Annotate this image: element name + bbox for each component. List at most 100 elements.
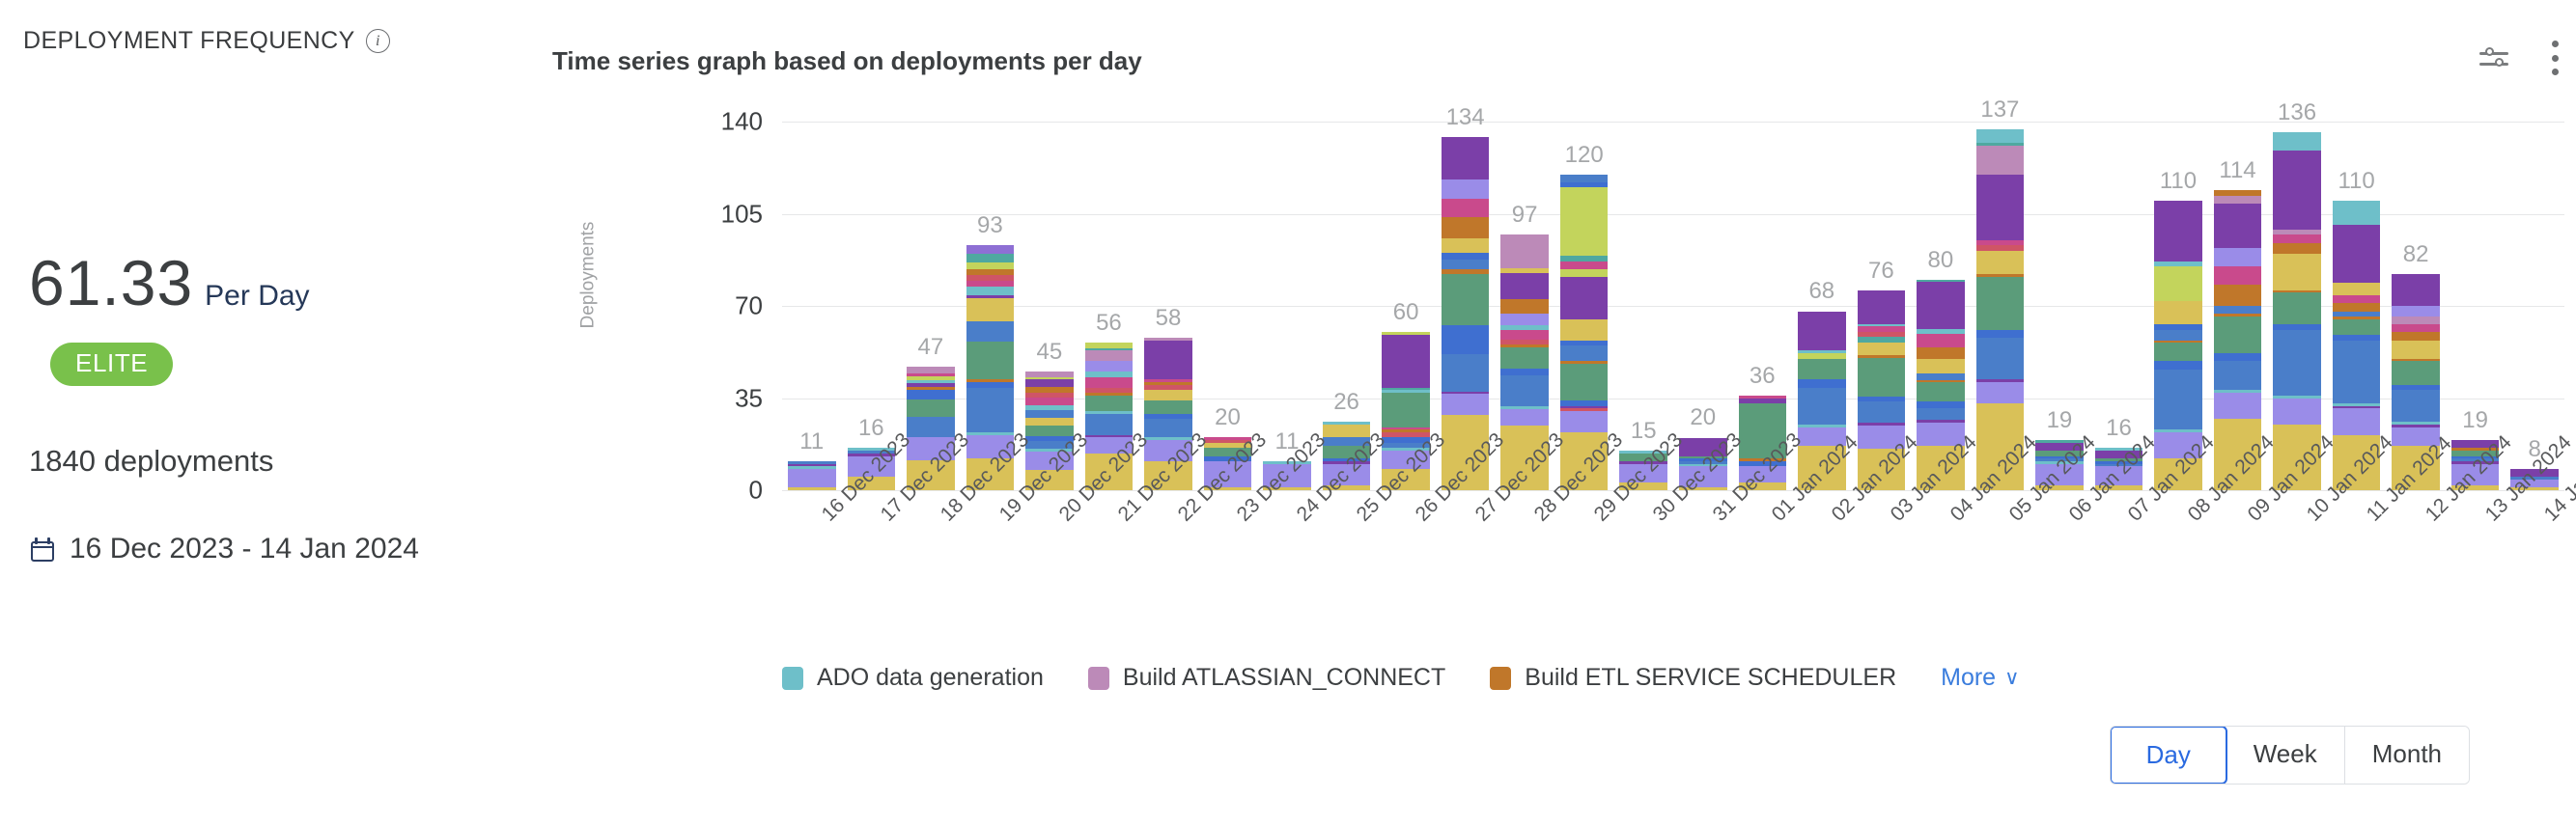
stacked-bar[interactable] xyxy=(1203,437,1252,490)
bar-segment[interactable] xyxy=(1917,333,1965,348)
bar-segment[interactable] xyxy=(847,477,896,490)
bar-segment[interactable] xyxy=(2450,448,2500,452)
bar-segment[interactable] xyxy=(788,469,836,488)
bar-segment[interactable] xyxy=(966,434,1015,458)
bar-segment[interactable] xyxy=(1025,436,1074,442)
bar-segment[interactable] xyxy=(1738,458,1787,462)
bar-segment[interactable] xyxy=(2510,469,2559,478)
bar-segment[interactable] xyxy=(1441,260,1490,269)
bar-segment[interactable] xyxy=(1917,422,1965,446)
bar-segment[interactable] xyxy=(1500,330,1549,341)
bar-segment[interactable] xyxy=(1203,437,1252,441)
bar-segment[interactable] xyxy=(1382,390,1430,394)
bar-segment[interactable] xyxy=(2450,455,2500,459)
bar-slot[interactable]: 8 xyxy=(2505,100,2564,490)
bar-slot[interactable]: 137 xyxy=(1971,96,2030,490)
stacked-bar[interactable] xyxy=(2450,440,2500,490)
bar-segment[interactable] xyxy=(1500,408,1549,427)
stacked-bar[interactable] xyxy=(2154,200,2202,490)
bar-segment[interactable] xyxy=(1678,458,1727,462)
bar-segment[interactable] xyxy=(1144,384,1192,391)
bar-segment[interactable] xyxy=(2035,484,2084,490)
bar-segment[interactable] xyxy=(1917,400,1965,409)
bar-segment[interactable] xyxy=(1144,437,1192,441)
bar-segment[interactable] xyxy=(1559,364,1609,401)
bar-segment[interactable] xyxy=(1857,357,1906,398)
bar-segment[interactable] xyxy=(907,436,955,460)
bar-segment[interactable] xyxy=(1025,376,1074,380)
bar-segment[interactable] xyxy=(1500,368,1549,376)
bar-segment[interactable] xyxy=(1500,406,1549,409)
bar-segment[interactable] xyxy=(1975,277,2025,330)
bar-segment[interactable] xyxy=(1441,394,1490,415)
bar-segment[interactable] xyxy=(1441,137,1490,180)
bar-segment[interactable] xyxy=(2035,458,2084,462)
bar-segment[interactable] xyxy=(2392,306,2440,317)
bar-segment[interactable] xyxy=(1441,353,1490,392)
bar-segment[interactable] xyxy=(2035,451,2084,456)
bar-segment[interactable] xyxy=(966,379,1015,383)
stacked-bar[interactable] xyxy=(1975,129,2025,490)
stacked-bar[interactable] xyxy=(1382,332,1430,490)
bar-segment[interactable] xyxy=(2392,422,2440,425)
bar-segment[interactable] xyxy=(1500,426,1549,490)
bar-segment[interactable] xyxy=(1678,466,1727,488)
bar-segment[interactable] xyxy=(1975,250,2025,275)
stacked-bar[interactable] xyxy=(1619,451,1667,490)
bar-segment[interactable] xyxy=(1857,289,1906,324)
bar-segment[interactable] xyxy=(1975,382,2025,403)
bar-segment[interactable] xyxy=(2273,132,2321,151)
bar-segment[interactable] xyxy=(2332,434,2381,490)
bar-segment[interactable] xyxy=(2392,361,2440,385)
bar-segment[interactable] xyxy=(1559,431,1609,490)
bar-segment[interactable] xyxy=(1738,482,1787,490)
bar-slot[interactable]: 82 xyxy=(2386,100,2446,490)
bar-segment[interactable] xyxy=(2450,458,2500,462)
bar-segment[interactable] xyxy=(2273,395,2321,399)
bar-segment[interactable] xyxy=(2332,282,2381,296)
tune-icon[interactable] xyxy=(2478,41,2510,74)
bar-segment[interactable] xyxy=(966,294,1015,298)
bar-segment[interactable] xyxy=(1203,487,1252,490)
bar-segment[interactable] xyxy=(1084,361,1134,372)
bar-segment[interactable] xyxy=(1559,181,1609,188)
bar-segment[interactable] xyxy=(1382,429,1430,433)
bar-segment[interactable] xyxy=(2213,306,2262,315)
bar-segment[interactable] xyxy=(966,341,1015,380)
bar-segment[interactable] xyxy=(1382,451,1430,470)
bar-segment[interactable] xyxy=(1025,441,1074,450)
bar-segment[interactable] xyxy=(907,366,955,373)
bar-segment[interactable] xyxy=(1084,411,1134,414)
bar-slot[interactable]: 11 xyxy=(782,100,842,490)
bar-segment[interactable] xyxy=(2154,300,2202,325)
legend-item[interactable]: Build ETL SERVICE SCHEDULER xyxy=(1490,664,1896,692)
bar-slot[interactable]: 58 xyxy=(1138,100,1198,490)
bar-segment[interactable] xyxy=(2213,190,2262,196)
bar-segment[interactable] xyxy=(2332,335,2381,341)
bar-segment[interactable] xyxy=(2213,361,2262,391)
bar-segment[interactable] xyxy=(1738,461,1787,467)
bar-segment[interactable] xyxy=(1738,403,1787,459)
bar-segment[interactable] xyxy=(1382,442,1430,449)
bar-segment[interactable] xyxy=(2213,195,2262,204)
bar-segment[interactable] xyxy=(1084,393,1134,396)
bar-segment[interactable] xyxy=(1678,461,1727,464)
bar-segment[interactable] xyxy=(1084,347,1134,351)
bar-segment[interactable] xyxy=(2332,405,2381,409)
bar-segment[interactable] xyxy=(1798,353,1846,359)
bar-segment[interactable] xyxy=(1975,239,2025,246)
bar-segment[interactable] xyxy=(1025,372,1074,377)
bar-segment[interactable] xyxy=(1917,347,1965,360)
bar-segment[interactable] xyxy=(2035,461,2084,464)
bar-segment[interactable] xyxy=(2332,316,2381,319)
legend-item[interactable]: ADO data generation xyxy=(782,664,1044,692)
bar-segment[interactable] xyxy=(2213,393,2262,420)
bar-segment[interactable] xyxy=(1441,238,1490,253)
bar-segment[interactable] xyxy=(2332,408,2381,435)
bar-segment[interactable] xyxy=(1322,424,1371,438)
bar-segment[interactable] xyxy=(2213,419,2262,490)
bar-slot[interactable]: 19 xyxy=(2446,100,2506,490)
bar-segment[interactable] xyxy=(1559,405,1609,409)
bar-segment[interactable] xyxy=(1917,328,1965,334)
bar-slot[interactable]: 36 xyxy=(1733,100,1793,490)
